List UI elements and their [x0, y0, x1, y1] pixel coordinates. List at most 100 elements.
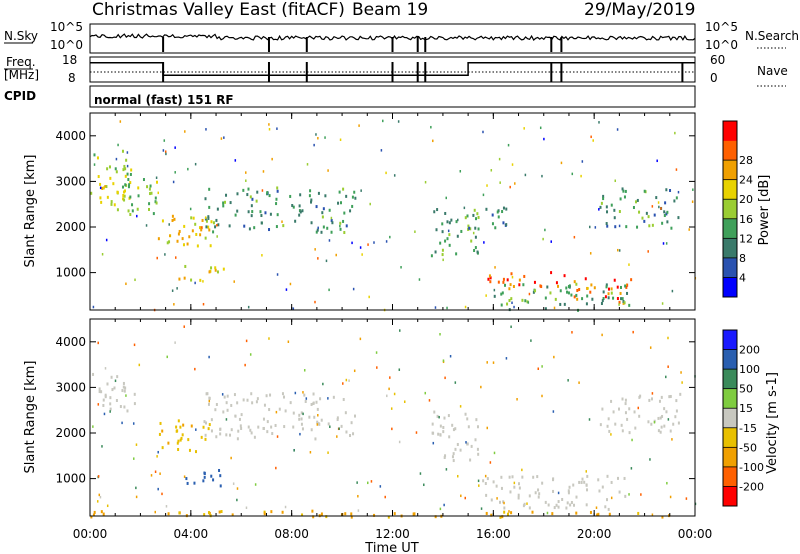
scatter-cell [116, 208, 119, 212]
freq-label-line1: Freq. [6, 55, 36, 69]
scatter-cell [219, 484, 222, 488]
scatter-cell [567, 285, 570, 289]
scatter-noise [486, 426, 489, 430]
scatter-cell [534, 491, 537, 495]
scatter-noise [232, 482, 235, 485]
scatter-noise [618, 303, 620, 306]
scatter-noise [262, 170, 265, 173]
scatter-cell [181, 433, 184, 437]
scatter-cell [467, 224, 470, 228]
scatter-cell [666, 210, 669, 214]
scatter-cell [324, 194, 327, 198]
scatter-cell [262, 426, 265, 430]
scatter-cell [605, 222, 608, 226]
scatter-noise [276, 273, 279, 276]
scatter-cell [624, 284, 627, 288]
scatter-noise [665, 375, 667, 379]
scatter-cell [570, 501, 573, 505]
scatter-noise [327, 451, 329, 454]
x-tick-label: 16:00 [476, 527, 511, 541]
scatter-noise [507, 143, 510, 147]
scatter-cell [326, 226, 329, 230]
scatter-cell [663, 210, 666, 214]
scatter-cell [555, 503, 558, 507]
scatter-noise [598, 121, 600, 124]
scatter-cell [518, 486, 521, 490]
scatter-cell [509, 490, 512, 494]
scatter-cell [303, 393, 306, 397]
scatter-cell [210, 429, 213, 433]
x-tick-label: 04:00 [174, 527, 209, 541]
scatter-cell [607, 417, 610, 421]
scatter-cell [635, 200, 638, 204]
scatter-cell [641, 216, 644, 220]
scatter-cell [327, 422, 330, 426]
scatter-cell [92, 372, 95, 376]
scatter-cell [222, 204, 225, 208]
scatter-cell [506, 302, 509, 306]
scatter-noise [317, 226, 319, 230]
scatter-cell [183, 224, 186, 228]
scatter-noise [132, 422, 135, 425]
scatter-noise [357, 494, 359, 498]
scatter-cell [620, 297, 623, 301]
scatter-cell [270, 425, 273, 429]
scatter-cell [437, 432, 440, 436]
scatter-noise [598, 208, 600, 211]
scatter-noise [430, 125, 432, 129]
scatter-noise [249, 353, 252, 356]
scatter-noise [677, 190, 680, 194]
scatter-cell [90, 191, 93, 195]
scatter-noise [526, 502, 528, 505]
scatter-cell [99, 182, 102, 186]
freq-tick-hi: 18 [62, 53, 77, 67]
scatter-cell [291, 204, 294, 208]
power-y-axis-label: Slant Range [km] [23, 155, 38, 268]
scatter-cell [553, 506, 556, 510]
scatter-cell [121, 149, 124, 153]
scatter-noise [174, 256, 177, 259]
scatter-noise [245, 506, 248, 510]
scatter-cell [551, 512, 554, 516]
scatter-noise [651, 513, 654, 516]
scatter-cell [517, 496, 520, 500]
scatter-cell [175, 425, 178, 429]
scatter-noise [194, 281, 196, 285]
scatter-cell [549, 291, 552, 295]
scatter-noise [400, 266, 402, 269]
scatter-cell [586, 488, 589, 492]
scatter-noise [183, 325, 185, 328]
scatter-cell [675, 399, 678, 403]
scatter-cell [606, 424, 609, 428]
scatter-cell [130, 168, 133, 172]
scatter-cell [495, 484, 498, 488]
scatter-noise [358, 124, 360, 127]
scatter-cell [624, 402, 627, 406]
scatter-cell [455, 220, 458, 224]
scatter-cell [201, 218, 204, 222]
scatter-cell [240, 426, 243, 430]
scatter-cell [342, 187, 345, 191]
velocity-colorbar-tick-label: 200 [739, 344, 760, 357]
scatter-noise [97, 403, 100, 406]
scatter-noise [194, 162, 197, 166]
scatter-cell [150, 191, 153, 195]
scatter-cell [207, 225, 210, 229]
scatter-cell [647, 420, 650, 424]
scatter-cell [622, 301, 625, 305]
scatter-cell [476, 212, 479, 216]
scatter-cell [616, 476, 619, 480]
scatter-noise [588, 418, 591, 421]
scatter-cell [299, 210, 302, 214]
scatter-noise [589, 225, 591, 229]
scatter-cell [282, 224, 285, 228]
scatter-cell [179, 425, 182, 429]
scatter-cell [257, 425, 260, 429]
scatter-noise [339, 138, 342, 142]
scatter-cell [345, 430, 348, 434]
scatter-noise [465, 441, 467, 444]
scatter-cell [509, 283, 512, 287]
scatter-cell [490, 498, 493, 502]
scatter-cell [621, 297, 624, 301]
colorbar-swatch [723, 238, 737, 259]
